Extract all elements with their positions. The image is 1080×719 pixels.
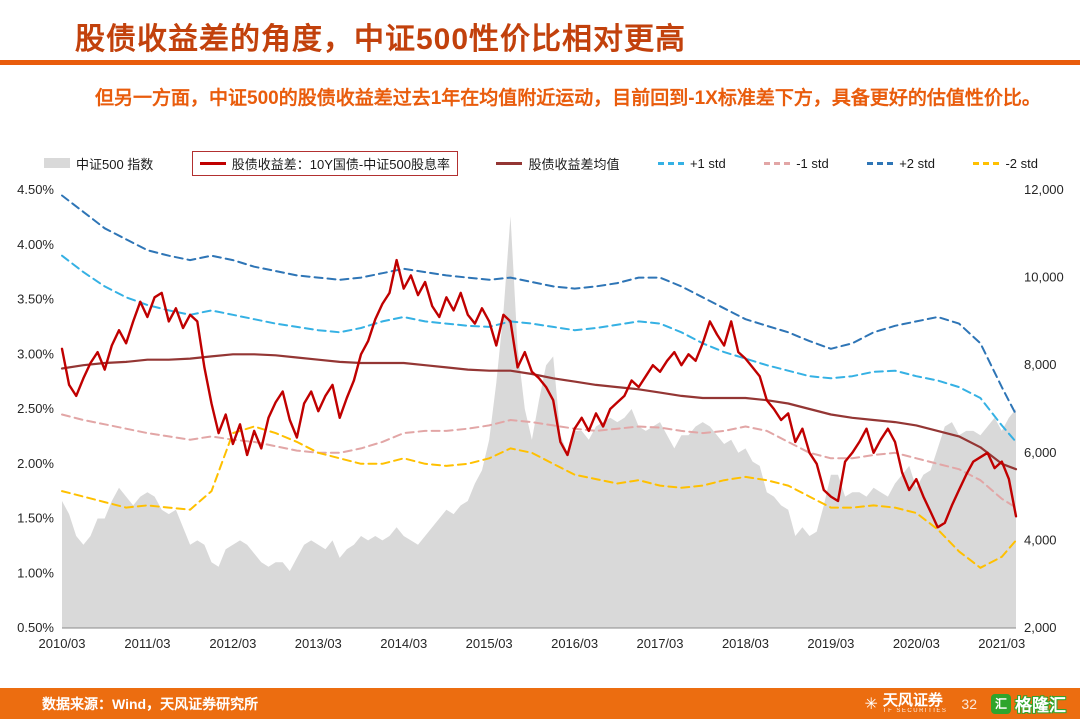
y-left-tick: 4.50%	[17, 182, 54, 197]
legend-swatch-spread	[199, 161, 226, 165]
legend-item-m2std: -2 std	[973, 156, 1038, 171]
legend-item-spread: 股债收益差：10Y国债-中证500股息率	[191, 150, 458, 176]
series-spread	[60, 258, 1018, 529]
data-source-text: 数据来源：Wind，天风证券研究所	[42, 695, 259, 712]
legend-label-spread: 股债收益差：10Y国债-中证500股息率	[231, 156, 450, 172]
tianfeng-flower-icon: ✳	[864, 695, 878, 713]
legend-swatch-p2std	[867, 161, 894, 165]
x-tick: 2011/03	[124, 636, 170, 651]
y-left-tick: 1.00%	[17, 565, 54, 580]
chart-canvas: 0.50% 1.00% 1.50% 2.00% 2.50% 3.00% 3.50% 4.00%…	[17, 182, 1064, 651]
x-tick: 2013/03	[295, 636, 342, 651]
series-p1std	[61, 254, 1017, 443]
series-p2std	[61, 194, 1017, 416]
chart-area: 中证500 指数 股债收益差：10Y国债-中证500股息率 股债收益差均值 +1 st…	[0, 150, 1080, 669]
y-left-tick: 1.50%	[17, 511, 54, 526]
tianfeng-logo-text: 天风证券	[882, 692, 943, 709]
series-m2std	[61, 425, 1017, 569]
legend-item-csi500: 中证500 指数	[44, 154, 153, 173]
chart-legend: 中证500 指数 股债收益差：10Y国债-中证500股息率 股债收益差均值 +1 st…	[0, 150, 1080, 176]
legend-swatch-csi500	[44, 158, 70, 168]
x-tick: 2012/03	[209, 636, 256, 651]
legend-item-p2std: +2 std	[867, 156, 935, 171]
footer-bar: 数据来源：Wind，天风证券研究所 ✳ 天风证券 TF SECURITIES 3…	[0, 688, 1080, 719]
y-left-tick: 3.00%	[17, 346, 54, 361]
series-csi500	[62, 216, 1016, 629]
y-right-tick: 6,000	[1024, 445, 1057, 460]
x-tick: 2018/03	[722, 636, 769, 651]
footer-logos: ✳ 天风证券 TF SECURITIES 32 汇 格隆汇	[865, 691, 1067, 716]
legend-item-p1std: +1 std	[657, 155, 726, 171]
gelonghui-logo: 汇 格隆汇	[991, 691, 1066, 716]
x-tick: 2015/03	[466, 636, 513, 651]
y-right-tick: 2,000	[1024, 620, 1057, 635]
tianfeng-logo-subtext: TF SECURITIES	[882, 708, 948, 714]
x-tick: 2019/03	[807, 636, 854, 651]
y-left-tick: 2.00%	[17, 456, 54, 471]
legend-label-csi500: 中证500 指数	[76, 156, 154, 172]
legend-swatch-p1std	[657, 161, 684, 165]
gelonghui-logo-text: 格隆汇	[1015, 696, 1066, 715]
legend-label-mean: 股债收益差均值	[528, 156, 620, 172]
x-tick: 2017/03	[637, 636, 684, 651]
x-tick: 2016/03	[551, 636, 598, 651]
legend-swatch-mean	[496, 161, 523, 165]
legend-label-p1std: +1 std	[689, 155, 726, 171]
y-left-tick: 4.00%	[17, 237, 54, 252]
x-tick: 2021/03	[978, 636, 1025, 651]
series-mean	[60, 353, 1018, 471]
x-tick: 2010/03	[39, 636, 86, 651]
title-divider	[0, 60, 1080, 65]
legend-item-m1std: -1 std	[764, 156, 829, 171]
y-left-tick: 3.50%	[17, 292, 54, 307]
subtitle-text: 但另一方面，中证500的股债收益差过去1年在均值附近运动，目前回到-1X标准差下…	[95, 88, 1041, 109]
page-number: 32	[961, 695, 977, 712]
legend-label-p2std: +2 std	[899, 155, 935, 171]
legend-swatch-m1std	[764, 161, 791, 165]
y-right-tick: 10,000	[1024, 270, 1064, 285]
x-tick: 2020/03	[893, 636, 940, 651]
y-right-tick: 4,000	[1024, 532, 1057, 547]
legend-label-m1std: -1 std	[796, 155, 829, 171]
y-left-tick: 0.50%	[17, 620, 54, 635]
page-title: 股债收益差的角度，中证500性价比相对更高	[75, 23, 687, 56]
tianfeng-logo: ✳ 天风证券 TF SECURITIES	[865, 693, 948, 714]
y-right-tick: 8,000	[1024, 357, 1057, 372]
legend-label-m2std: -2 std	[1005, 155, 1038, 171]
gelonghui-logo-icon: 汇	[991, 693, 1011, 714]
legend-item-mean: 股债收益差均值	[496, 154, 619, 173]
legend-swatch-m2std	[973, 161, 1000, 165]
y-right-tick: 12,000	[1024, 182, 1064, 197]
series-m1std	[61, 413, 1017, 509]
y-left-tick: 2.50%	[17, 401, 54, 416]
x-tick: 2014/03	[380, 636, 427, 651]
